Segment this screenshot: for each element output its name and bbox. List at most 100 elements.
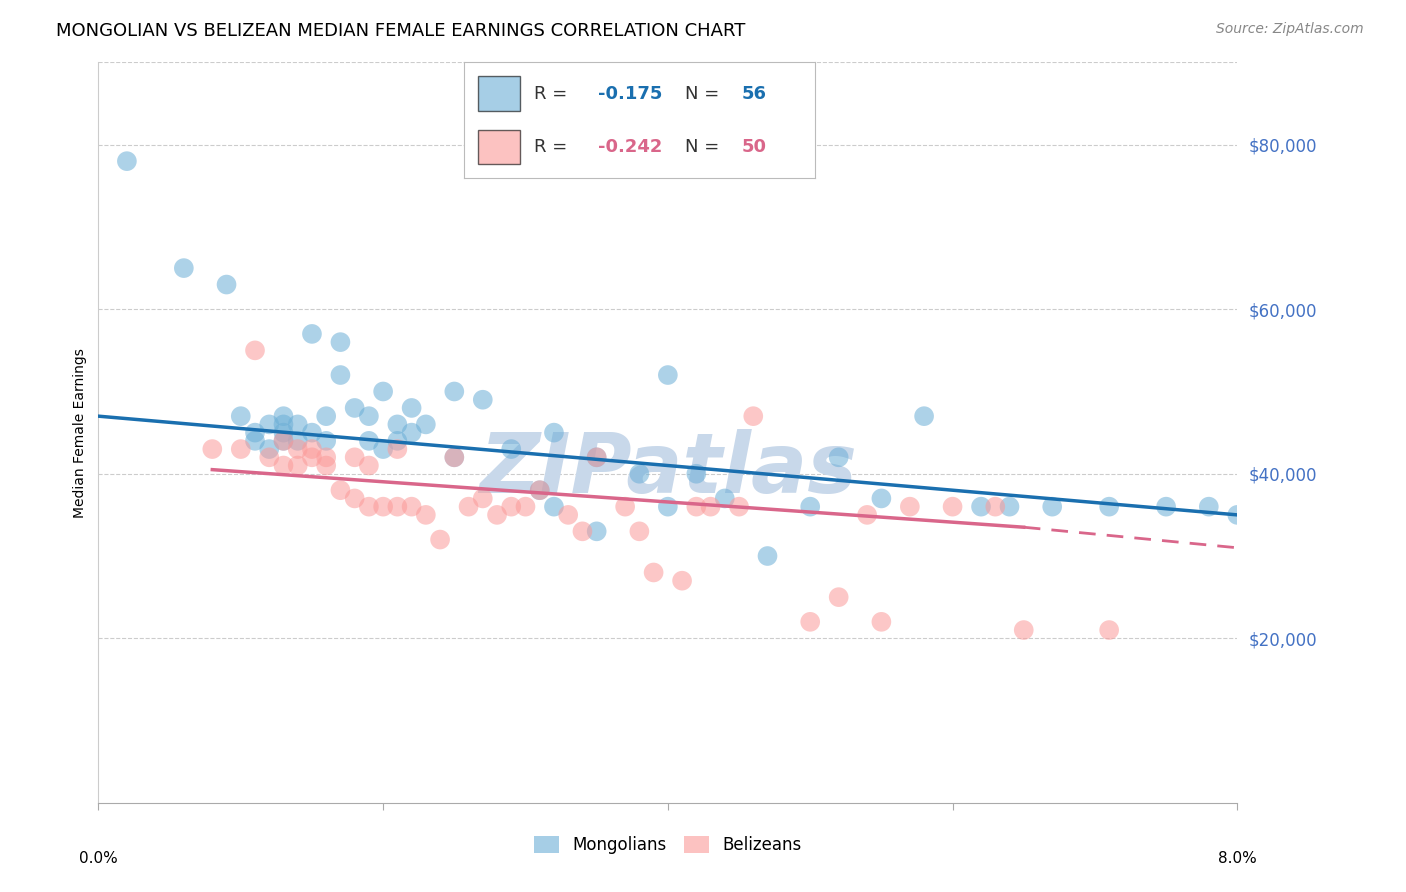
Belizeans (357, 458, 380, 473)
Belizeans (301, 450, 323, 465)
Mongolians (1154, 500, 1177, 514)
Mongolians (912, 409, 935, 424)
Text: -0.242: -0.242 (598, 138, 662, 156)
Mongolians (343, 401, 366, 415)
Belizeans (614, 500, 637, 514)
Belizeans (415, 508, 437, 522)
Mongolians (387, 417, 409, 432)
Belizeans (529, 483, 551, 498)
Belizeans (201, 442, 224, 456)
Text: 8.0%: 8.0% (1218, 851, 1257, 866)
Mongolians (243, 434, 266, 448)
Mongolians (287, 434, 309, 448)
Belizeans (585, 450, 607, 465)
Mongolians (799, 500, 821, 514)
Mongolians (443, 384, 465, 399)
FancyBboxPatch shape (478, 77, 520, 112)
Belizeans (401, 500, 423, 514)
Belizeans (1098, 623, 1121, 637)
Mongolians (529, 483, 551, 498)
Mongolians (585, 450, 607, 465)
Belizeans (486, 508, 509, 522)
Mongolians (173, 261, 195, 276)
Belizeans (229, 442, 252, 456)
Legend: Mongolians, Belizeans: Mongolians, Belizeans (527, 830, 808, 861)
Belizeans (984, 500, 1007, 514)
Belizeans (856, 508, 879, 522)
Mongolians (685, 467, 707, 481)
Mongolians (543, 425, 565, 440)
Mongolians (970, 500, 993, 514)
Belizeans (828, 590, 851, 604)
Mongolians (443, 450, 465, 465)
Mongolians (756, 549, 779, 563)
Belizeans (643, 566, 665, 580)
Mongolians (371, 442, 394, 456)
Belizeans (728, 500, 751, 514)
Text: ZIPatlas: ZIPatlas (479, 429, 856, 510)
Mongolians (273, 417, 295, 432)
Mongolians (628, 467, 651, 481)
Belizeans (357, 500, 380, 514)
Text: R =: R = (534, 138, 568, 156)
Mongolians (329, 368, 352, 382)
Belizeans (870, 615, 893, 629)
Text: 50: 50 (742, 138, 766, 156)
Text: 0.0%: 0.0% (79, 851, 118, 866)
Text: -0.175: -0.175 (598, 85, 662, 103)
Mongolians (657, 368, 679, 382)
Mongolians (657, 500, 679, 514)
Mongolians (357, 409, 380, 424)
Mongolians (1040, 500, 1063, 514)
Mongolians (1098, 500, 1121, 514)
Belizeans (457, 500, 479, 514)
Mongolians (115, 154, 138, 169)
Mongolians (471, 392, 494, 407)
Mongolians (229, 409, 252, 424)
Belizeans (685, 500, 707, 514)
Mongolians (543, 500, 565, 514)
Belizeans (343, 450, 366, 465)
Mongolians (1226, 508, 1249, 522)
Mongolians (329, 335, 352, 350)
FancyBboxPatch shape (478, 129, 520, 164)
Text: Source: ZipAtlas.com: Source: ZipAtlas.com (1216, 22, 1364, 37)
Mongolians (357, 434, 380, 448)
Mongolians (315, 409, 337, 424)
Mongolians (998, 500, 1021, 514)
Belizeans (243, 343, 266, 358)
Mongolians (585, 524, 607, 539)
Belizeans (301, 442, 323, 456)
Mongolians (243, 425, 266, 440)
Text: MONGOLIAN VS BELIZEAN MEDIAN FEMALE EARNINGS CORRELATION CHART: MONGOLIAN VS BELIZEAN MEDIAN FEMALE EARN… (56, 22, 745, 40)
Mongolians (714, 491, 737, 506)
Mongolians (371, 384, 394, 399)
Belizeans (501, 500, 523, 514)
Text: N =: N = (686, 85, 720, 103)
Belizeans (273, 434, 295, 448)
Belizeans (259, 450, 281, 465)
Belizeans (429, 533, 451, 547)
Mongolians (273, 434, 295, 448)
Belizeans (628, 524, 651, 539)
Mongolians (415, 417, 437, 432)
Belizeans (671, 574, 693, 588)
Text: N =: N = (686, 138, 720, 156)
Belizeans (443, 450, 465, 465)
Mongolians (215, 277, 238, 292)
Belizeans (315, 450, 337, 465)
Mongolians (828, 450, 851, 465)
Belizeans (515, 500, 537, 514)
Mongolians (273, 409, 295, 424)
Y-axis label: Median Female Earnings: Median Female Earnings (73, 348, 87, 517)
Belizeans (287, 458, 309, 473)
Belizeans (329, 483, 352, 498)
Text: 56: 56 (742, 85, 766, 103)
Mongolians (1198, 500, 1220, 514)
Text: R =: R = (534, 85, 568, 103)
Mongolians (301, 425, 323, 440)
Mongolians (259, 442, 281, 456)
Belizeans (371, 500, 394, 514)
Belizeans (387, 500, 409, 514)
Belizeans (471, 491, 494, 506)
